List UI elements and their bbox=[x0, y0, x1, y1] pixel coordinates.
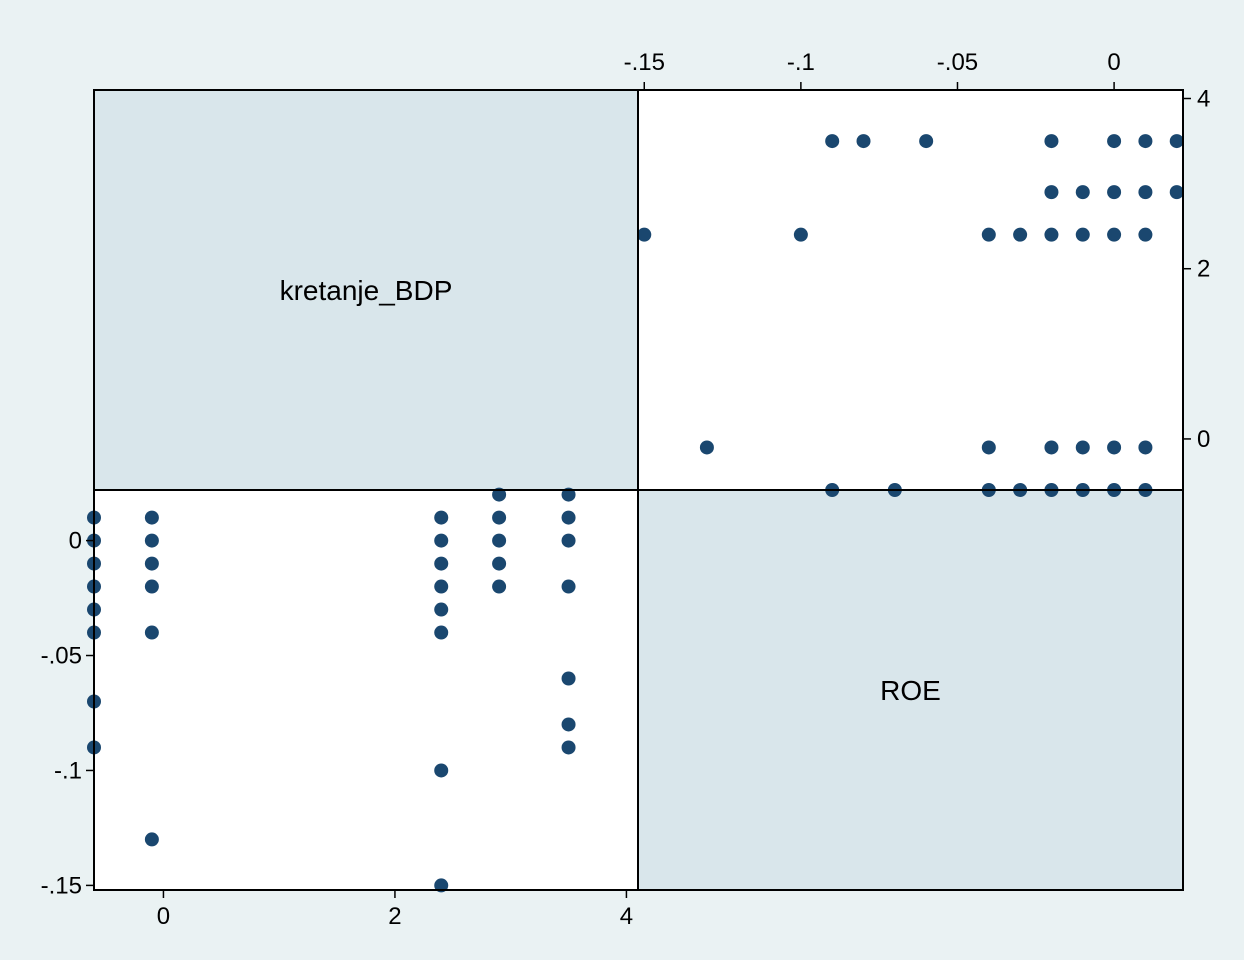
data-point-bottom-left-19 bbox=[434, 625, 449, 640]
data-point-top-right-16 bbox=[1075, 227, 1090, 242]
data-point-bottom-left-33 bbox=[561, 740, 576, 755]
data-point-bottom-left-10 bbox=[144, 556, 159, 571]
diagonal-cell-roe bbox=[638, 490, 1183, 890]
left-tick-label-1: -.1 bbox=[54, 757, 82, 784]
data-point-top-right-31 bbox=[919, 134, 934, 149]
data-point-top-right-24 bbox=[1107, 185, 1122, 200]
data-point-top-right-9 bbox=[1107, 440, 1122, 455]
top-tick-label-2: -.05 bbox=[937, 49, 978, 76]
right-tick-label-0: 0 bbox=[1197, 426, 1210, 453]
bottom-tick-label-2: 4 bbox=[620, 903, 633, 930]
data-point-top-right-8 bbox=[1138, 440, 1153, 455]
diagonal-label-roe: ROE bbox=[880, 675, 941, 706]
data-point-bottom-left-14 bbox=[434, 510, 449, 525]
data-point-top-right-28 bbox=[1138, 134, 1153, 149]
data-point-bottom-left-27 bbox=[561, 487, 576, 502]
data-point-top-right-12 bbox=[981, 440, 996, 455]
data-point-top-right-15 bbox=[1107, 227, 1122, 242]
data-point-top-right-29 bbox=[1107, 134, 1122, 149]
data-point-bottom-left-8 bbox=[144, 510, 159, 525]
data-point-bottom-left-9 bbox=[144, 533, 159, 548]
plot-cell-kretanje-bdp-vs-roe bbox=[94, 490, 638, 890]
top-tick-label-1: -.1 bbox=[787, 49, 815, 76]
data-point-top-right-25 bbox=[1075, 185, 1090, 200]
data-point-bottom-left-13 bbox=[144, 832, 159, 847]
data-point-bottom-left-20 bbox=[434, 763, 449, 778]
right-tick-label-2: 4 bbox=[1197, 86, 1210, 113]
data-point-bottom-left-25 bbox=[492, 556, 507, 571]
data-point-top-right-30 bbox=[1044, 134, 1059, 149]
data-point-top-right-23 bbox=[1138, 185, 1153, 200]
data-point-top-right-21 bbox=[637, 227, 652, 242]
data-point-bottom-left-12 bbox=[144, 625, 159, 640]
data-point-bottom-left-24 bbox=[492, 533, 507, 548]
data-point-top-right-13 bbox=[699, 440, 714, 455]
data-point-top-right-27 bbox=[1169, 134, 1184, 149]
diagonal-label-kretanje-bdp: kretanje_BDP bbox=[280, 275, 453, 306]
data-point-bottom-left-26 bbox=[492, 579, 507, 594]
data-point-bottom-left-28 bbox=[561, 510, 576, 525]
data-point-bottom-left-31 bbox=[561, 671, 576, 686]
data-point-bottom-left-32 bbox=[561, 717, 576, 732]
data-point-top-right-22 bbox=[1169, 185, 1184, 200]
data-point-bottom-left-15 bbox=[434, 533, 449, 548]
data-point-top-right-18 bbox=[1013, 227, 1028, 242]
data-point-top-right-17 bbox=[1044, 227, 1059, 242]
data-point-top-right-11 bbox=[1044, 440, 1059, 455]
data-point-bottom-left-17 bbox=[434, 579, 449, 594]
data-point-bottom-left-16 bbox=[434, 556, 449, 571]
top-tick-label-3: 0 bbox=[1107, 49, 1120, 76]
data-point-bottom-left-29 bbox=[561, 533, 576, 548]
data-point-bottom-left-11 bbox=[144, 579, 159, 594]
data-point-top-right-10 bbox=[1075, 440, 1090, 455]
data-point-top-right-26 bbox=[1044, 185, 1059, 200]
plot-cell-roe-vs-kretanje-bdp bbox=[638, 90, 1183, 490]
bottom-tick-label-1: 2 bbox=[388, 903, 401, 930]
data-point-bottom-left-22 bbox=[492, 487, 507, 502]
right-tick-label-1: 2 bbox=[1197, 256, 1210, 283]
frame-bottom-right bbox=[637, 489, 1184, 891]
data-point-top-right-33 bbox=[825, 134, 840, 149]
data-point-top-right-14 bbox=[1138, 227, 1153, 242]
data-point-bottom-left-21 bbox=[434, 878, 449, 893]
left-tick-label-3: 0 bbox=[69, 528, 82, 555]
data-point-bottom-left-30 bbox=[561, 579, 576, 594]
data-point-top-right-19 bbox=[981, 227, 996, 242]
bottom-tick-label-0: 0 bbox=[157, 903, 170, 930]
data-point-top-right-20 bbox=[793, 227, 808, 242]
top-tick-label-0: -.15 bbox=[624, 49, 665, 76]
data-point-bottom-left-18 bbox=[434, 602, 449, 617]
data-point-bottom-left-23 bbox=[492, 510, 507, 525]
data-point-top-right-32 bbox=[856, 134, 871, 149]
left-tick-label-2: -.05 bbox=[41, 643, 82, 670]
diagonal-cell-kretanje-bdp bbox=[94, 90, 638, 490]
left-tick-label-0: -.15 bbox=[41, 872, 82, 899]
